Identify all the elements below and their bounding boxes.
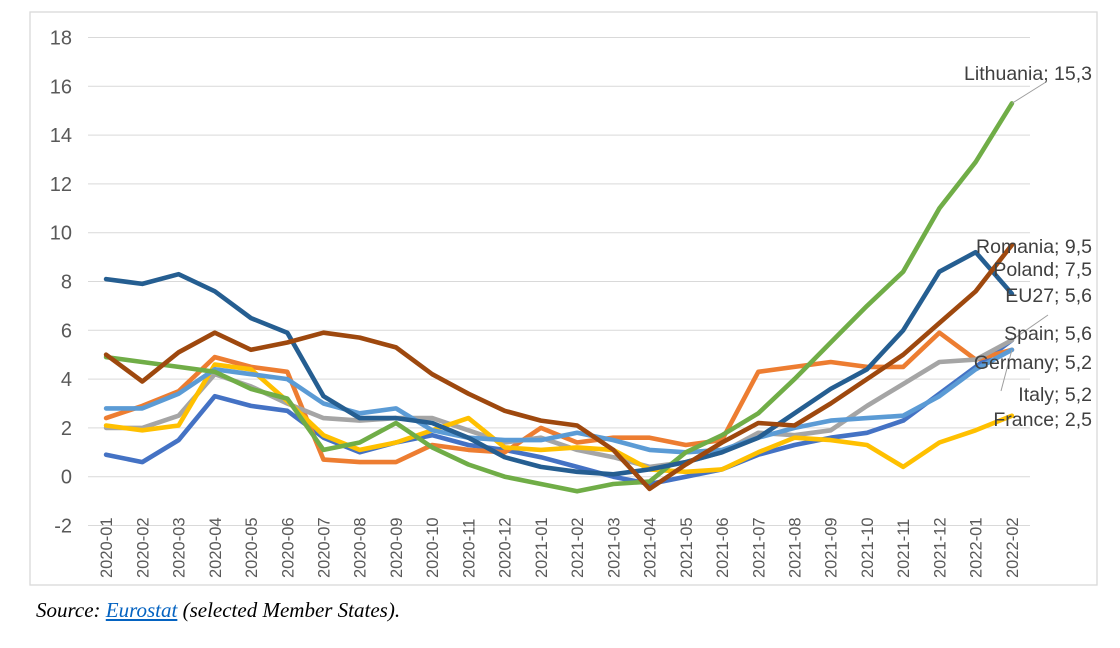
x-tick-label: 2021-06: [714, 517, 732, 578]
x-tick-label: 2020-04: [207, 517, 225, 578]
x-tick-label: 2021-04: [642, 517, 660, 578]
y-tick-label: 10: [50, 223, 72, 245]
end-label-Spain: Spain; 5,6: [1004, 323, 1092, 345]
label-leader-lines: [1000, 81, 1049, 392]
leader-line-Lithuania: [1011, 81, 1047, 104]
x-tick-label: 2020-09: [388, 517, 406, 578]
y-tick-label: 2: [61, 418, 72, 440]
leader-line-Spain: [1011, 314, 1049, 341]
line-Romania: [103, 242, 1015, 492]
y-tick-label: 14: [50, 125, 72, 147]
x-tick-label: 2021-08: [787, 517, 805, 578]
source-prefix: Source:: [36, 598, 106, 622]
x-tick-label: 2021-11: [895, 519, 913, 578]
y-tick-label: 18: [50, 28, 72, 50]
eurostat-link[interactable]: Eurostat: [105, 598, 178, 622]
line-EU27: [103, 337, 1015, 487]
x-tick-label: 2021-12: [931, 517, 949, 578]
x-tick-label: 2020-10: [424, 517, 442, 578]
leader-line-Germany: [1000, 349, 1013, 392]
line-Italy: [103, 347, 1015, 455]
x-tick-label: 2021-10: [859, 517, 877, 578]
x-tick-label: 2020-03: [171, 517, 189, 578]
y-tick-label: 6: [61, 320, 72, 342]
x-tick-label: 2020-01: [98, 517, 116, 578]
x-tick-label: 2022-02: [1004, 517, 1022, 578]
y-tick-label: 12: [50, 174, 72, 196]
end-label-Italy: Italy; 5,2: [1018, 384, 1092, 406]
x-tick-label: 2021-07: [750, 517, 768, 578]
series-end-labels: EU27; 5,6 Germany; 5,2 Spain; 5,6 France; 2…: [964, 63, 1092, 431]
x-tick-label: 2020-07: [316, 517, 334, 578]
end-label-Poland: Poland; 7,5: [993, 259, 1092, 281]
x-axis-tick-labels: 2020-01 2020-02 2020-03 2020-04 2020-05 2020-…: [98, 517, 1022, 578]
x-tick-label: 2020-11: [460, 519, 478, 578]
x-tick-label: 2020-12: [497, 517, 515, 578]
y-tick-label: 16: [50, 76, 72, 98]
end-label-EU27: EU27; 5,6: [1005, 285, 1092, 307]
x-tick-label: 2021-01: [533, 517, 551, 578]
x-tick-label: 2020-08: [352, 517, 370, 578]
end-label-Germany: Germany; 5,2: [974, 352, 1092, 374]
end-label-Romania: Romania; 9,5: [976, 236, 1092, 258]
x-tick-label: 2021-05: [678, 517, 696, 578]
y-tick-label: -2: [54, 516, 72, 538]
line-Lithuania: [103, 101, 1015, 494]
x-tick-label: 2021-03: [605, 517, 623, 578]
line-Poland: [103, 249, 1015, 477]
gridlines: [88, 37, 1030, 526]
end-label-Lithuania: Lithuania; 15,3: [964, 63, 1092, 85]
y-axis-tick-labels: -2 0 2 4 6 8 10 12 14 16 18: [50, 28, 72, 538]
x-tick-label: 2021-09: [823, 517, 841, 578]
end-label-France: France; 2,5: [993, 409, 1092, 431]
x-tick-label: 2020-06: [279, 517, 297, 578]
x-tick-label: 2020-05: [243, 517, 261, 578]
x-tick-label: 2022-01: [968, 517, 986, 578]
x-tick-label: 2020-02: [134, 517, 152, 578]
source-suffix: (selected Member States).: [177, 598, 401, 622]
x-tick-label: 2021-02: [569, 517, 587, 578]
chart-area-border: [29, 11, 1098, 586]
y-tick-label: 4: [61, 369, 72, 391]
source-line: Source: Eurostat (selected Member States…: [36, 598, 400, 623]
y-tick-label: 8: [61, 272, 72, 294]
y-tick-label: 0: [61, 467, 72, 489]
series-lines: [103, 101, 1015, 494]
